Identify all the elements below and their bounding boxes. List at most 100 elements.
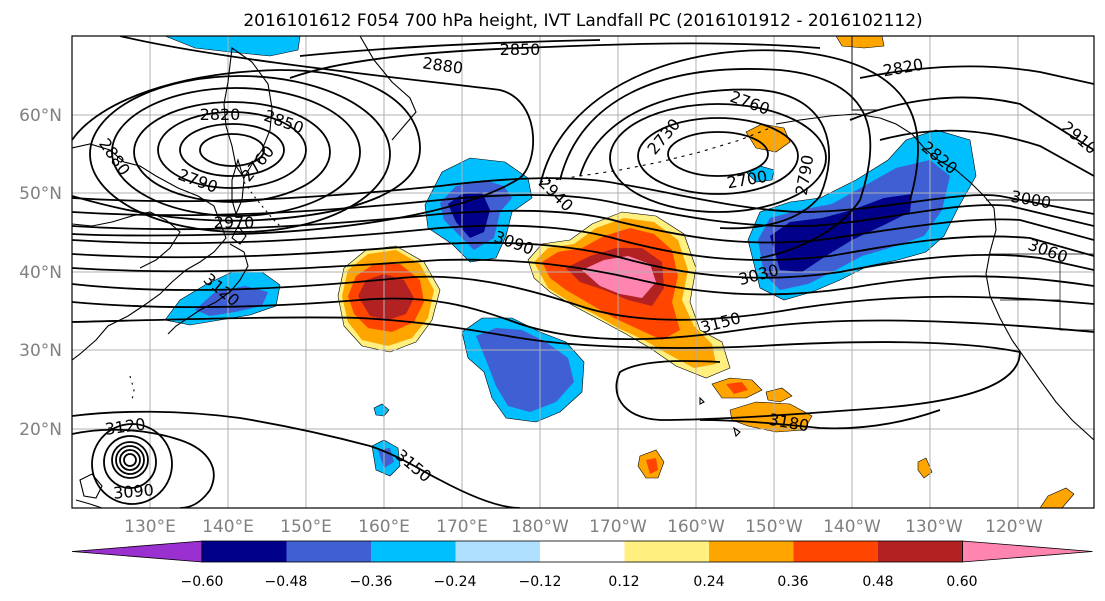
height-contour (199, 133, 265, 167)
colorbar-cell (540, 541, 625, 562)
colorbar-cell (878, 541, 963, 562)
colorbar-tick: −0.12 (519, 574, 562, 590)
map-panel: 2850 2880 2820 2850 2880 2820 2760 2790 … (71, 35, 1095, 509)
map-grid (72, 36, 1094, 508)
contour-label: 3090 (112, 480, 154, 502)
ivt-region-positive (917, 457, 933, 479)
height-contour (72, 275, 1094, 321)
border-us-canada (851, 36, 880, 111)
colorbar-cell (709, 541, 794, 562)
height-contour (667, 131, 769, 177)
height-contour (72, 224, 1094, 261)
latitude-labels: 60°N 50°N 40°N 30°N 20°N (19, 106, 62, 440)
height-contour (72, 410, 521, 508)
height-contour (609, 103, 827, 213)
colorbar-tick: −0.36 (350, 574, 393, 590)
height-contour (72, 69, 421, 222)
coastline-kurils (243, 181, 283, 229)
colorbar-tick: −0.48 (265, 574, 308, 590)
colorbar-cell (624, 541, 709, 562)
colorbar-tick: 0.60 (946, 574, 977, 590)
contour-label: 2970 (214, 213, 255, 232)
longitude-labels: 130°E 140°E 150°E 160°E 170°E 180°W 170°… (124, 517, 1043, 537)
coastline-islands (129, 375, 135, 401)
height-contour (72, 209, 1094, 244)
height-contour (699, 409, 941, 430)
colorbar: −0.60 −0.48 −0.36 −0.24 −0.12 0.12 0.24 … (71, 540, 1093, 590)
height-contour (72, 241, 1094, 279)
colorbar-cell (455, 541, 540, 562)
colorbar-ticks: −0.60 −0.48 −0.36 −0.24 −0.12 0.12 0.24 … (181, 574, 978, 590)
height-contour (579, 88, 830, 230)
lon-label: 180°W (511, 517, 569, 537)
lon-label: 160°W (667, 517, 725, 537)
coastline-islands (79, 473, 103, 499)
lon-label: 160°E (358, 517, 410, 537)
height-contour (123, 453, 137, 467)
colorbar-tick: 0.36 (777, 574, 808, 590)
contour-label: 2850 (500, 40, 541, 59)
ivt-region-positive (1039, 487, 1075, 508)
height-contour (72, 194, 1094, 228)
coastline-north-america (985, 207, 1094, 441)
lat-label: 60°N (19, 106, 62, 126)
height-contour (91, 423, 173, 505)
colorbar-tick: −0.24 (434, 574, 477, 590)
ivt-region-negative (476, 328, 574, 412)
ivt-region-negative (164, 36, 301, 57)
height-contour (89, 75, 391, 233)
height-contour (72, 297, 1094, 340)
colorbar-outline (201, 540, 963, 563)
height-contour (849, 96, 1094, 151)
height-contour (119, 449, 141, 471)
lat-label: 50°N (19, 184, 62, 204)
height-contours (72, 36, 1094, 508)
height-contour (289, 42, 821, 79)
colorbar-tick: 0.48 (862, 574, 893, 590)
colorbar-cell (371, 541, 456, 562)
coastline-kamchatka (223, 47, 273, 180)
colorbar-extend-low (71, 540, 203, 563)
height-contour (637, 117, 799, 195)
lon-label: 130°E (124, 517, 176, 537)
colorbar-cell (202, 541, 287, 562)
lat-label: 20°N (19, 420, 62, 440)
lat-label: 30°N (19, 341, 62, 361)
ivt-region-positive (765, 387, 793, 403)
height-contour (559, 68, 872, 259)
height-contour (157, 111, 307, 189)
height-contour (72, 316, 1021, 421)
lon-label: 150°E (280, 517, 332, 537)
coastline-japan (167, 243, 249, 335)
height-contour (859, 65, 1094, 85)
colorbar-tick: 0.24 (693, 574, 724, 590)
height-contour (179, 123, 285, 177)
lon-label: 120°W (985, 517, 1043, 537)
height-contour (111, 87, 361, 217)
colorbar-extend-high (962, 540, 1093, 563)
height-contour (72, 258, 1094, 296)
height-contour (111, 441, 149, 479)
height-contour (72, 428, 215, 508)
lon-label: 170°E (436, 517, 488, 537)
ivt-region-negative (195, 286, 268, 316)
contour-label: 2820 (200, 105, 241, 124)
figure-title: 2016101612 F054 700 hPa height, IVT Land… (243, 11, 922, 31)
height-contour (72, 177, 1094, 215)
lon-label: 140°W (823, 517, 881, 537)
coastline-hawaii (733, 426, 741, 438)
height-contour (299, 39, 601, 57)
coastline-hawaii (699, 396, 705, 405)
map-border (71, 35, 1095, 509)
height-contour (539, 49, 919, 201)
height-contour (133, 101, 331, 203)
ivt-region-positive (726, 382, 748, 394)
ivt-region-negative (770, 194, 912, 272)
lon-label: 170°W (589, 517, 647, 537)
lat-label: 40°N (19, 263, 62, 283)
ivt-region-positive (835, 36, 885, 49)
colorbar-cell (286, 541, 371, 562)
height-contour (103, 435, 157, 489)
colorbar-tick: 0.12 (608, 574, 639, 590)
coastline-islands (75, 499, 103, 508)
